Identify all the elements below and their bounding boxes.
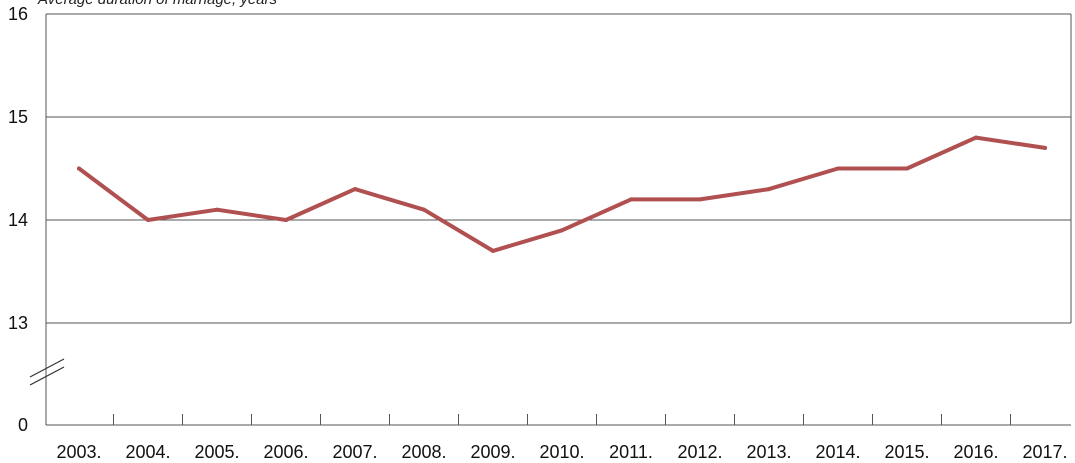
y-axis-label: Average duration of marriage, years [37, 0, 278, 8]
data-point [698, 197, 702, 202]
axis-break-mark [29, 358, 65, 378]
y-tick-label: 14 [8, 210, 28, 230]
axes [29, 14, 1072, 426]
x-tick-label: 2017. [1022, 442, 1067, 462]
x-tick-label: 2011. [609, 442, 653, 462]
data-point [836, 166, 840, 171]
x-tick-label: 2010. [539, 442, 584, 462]
data-point [284, 218, 288, 222]
x-tick-label: 2013. [746, 442, 791, 462]
y-tick-label: 15 [8, 107, 28, 127]
x-tick-label: 2015. [884, 442, 929, 462]
x-tick-labels: 2003. 2004. 2005. 2006. 2007. 2008. 2009. 2010.… [56, 442, 1067, 462]
data-point [905, 166, 909, 171]
x-tick-label: 2006. [263, 442, 308, 462]
y-tick-labels: 16 15 14 13 0 [8, 4, 28, 435]
x-tick-label: 2008. [401, 442, 446, 462]
x-tick-label: 2012. [677, 442, 722, 462]
x-tick-label: 2009. [470, 442, 515, 462]
y-tick-label: 13 [8, 313, 28, 333]
data-point [77, 166, 81, 171]
x-tick-label: 2005. [194, 442, 239, 462]
data-point [215, 207, 219, 212]
axis-break-mark [29, 366, 65, 386]
data-point [146, 218, 150, 222]
grid [46, 13, 1071, 324]
series [77, 135, 1047, 253]
data-point [491, 248, 495, 253]
x-tick-label: 2003. [56, 442, 101, 462]
y-tick-label: 0 [18, 415, 28, 435]
data-point [629, 197, 633, 202]
data-point [353, 187, 357, 192]
series-line [77, 135, 1047, 253]
data-point [560, 228, 564, 233]
x-tick-label: 2014. [815, 442, 860, 462]
data-point [767, 187, 771, 192]
data-point [974, 135, 978, 140]
x-tick-label: 2007. [332, 442, 377, 462]
y-tick-label: 16 [8, 4, 28, 24]
x-tick-label: 2016. [953, 442, 998, 462]
x-tick-label: 2004. [125, 442, 170, 462]
data-point [422, 207, 426, 212]
data-point [1043, 145, 1047, 150]
